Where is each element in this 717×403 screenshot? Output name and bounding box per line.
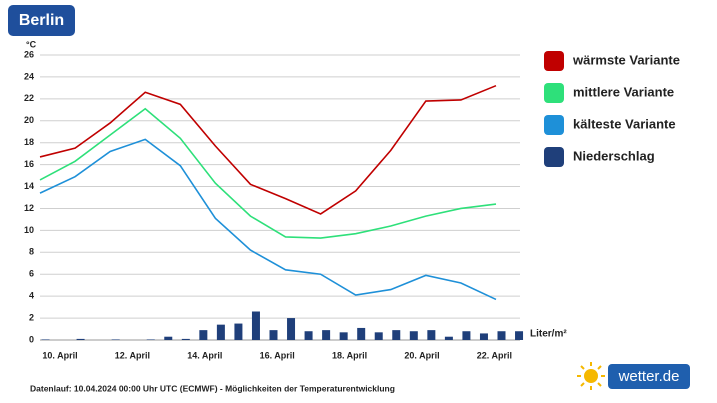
title-badge [8, 5, 75, 36]
y-tick-label: 10 [24, 225, 34, 235]
bar [515, 331, 524, 340]
legend-label: mittlere Variante [573, 84, 674, 99]
bar [251, 311, 260, 340]
bar-unit: Liter/m² [530, 329, 567, 340]
y-tick-label: 4 [29, 291, 34, 301]
y-tick-label: 6 [29, 269, 34, 279]
legend-swatch [544, 51, 564, 71]
bar [339, 332, 348, 340]
bar [146, 339, 155, 340]
bar [409, 331, 418, 340]
y-tick-label: 18 [24, 137, 34, 147]
x-tick-label: 16. April [260, 350, 295, 360]
x-tick-label: 20. April [404, 350, 439, 360]
legend-swatch [544, 147, 564, 167]
legend-swatch [544, 83, 564, 103]
y-tick-label: 26 [24, 49, 34, 59]
y-tick-label: 14 [24, 181, 34, 191]
y-tick-label: 16 [24, 159, 34, 169]
line [39, 107, 497, 239]
line [39, 84, 497, 215]
bar [181, 338, 190, 340]
chart-title: Berlin [19, 12, 64, 29]
bar [111, 339, 120, 340]
bar [76, 338, 85, 340]
bar [374, 332, 383, 340]
footnote: Datenlauf: 10.04.2024 00:00 Uhr UTC (ECM… [30, 383, 395, 393]
y-tick-label: 12 [24, 203, 34, 213]
x-tick-label: 22. April [477, 350, 512, 360]
bar [41, 339, 50, 340]
bar [322, 330, 331, 340]
logo-box [608, 364, 690, 389]
y-tick-label: 22 [24, 93, 34, 103]
legend-label: kälteste Variante [573, 116, 676, 131]
y-tick-label: 24 [24, 71, 34, 81]
x-tick-label: 10. April [42, 350, 77, 360]
bar [427, 330, 436, 340]
logo: wetter.de [618, 368, 680, 385]
legend-swatch [544, 115, 564, 135]
bar [462, 331, 471, 340]
y-tick-label: 8 [29, 247, 34, 257]
bar [199, 330, 208, 340]
legend-label: wärmste Variante [572, 52, 680, 67]
y-tick-label: 2 [29, 312, 34, 322]
y-tick-label: 20 [24, 115, 34, 125]
bar [392, 330, 401, 340]
bar [269, 330, 278, 340]
sun-icon [577, 362, 605, 390]
bar [497, 331, 506, 340]
y-unit: °C [26, 39, 37, 49]
bar [304, 331, 313, 340]
x-tick-label: 18. April [332, 350, 367, 360]
bar [164, 336, 173, 340]
bar [357, 327, 366, 340]
bar [216, 324, 225, 340]
legend-label: Niederschlag [573, 148, 655, 163]
bar [444, 336, 453, 340]
line [39, 138, 497, 301]
y-tick-label: 0 [29, 334, 34, 344]
x-tick-label: 12. April [115, 350, 150, 360]
bar [234, 323, 243, 340]
bar [287, 318, 296, 340]
x-tick-label: 14. April [187, 350, 222, 360]
bar [479, 333, 488, 340]
